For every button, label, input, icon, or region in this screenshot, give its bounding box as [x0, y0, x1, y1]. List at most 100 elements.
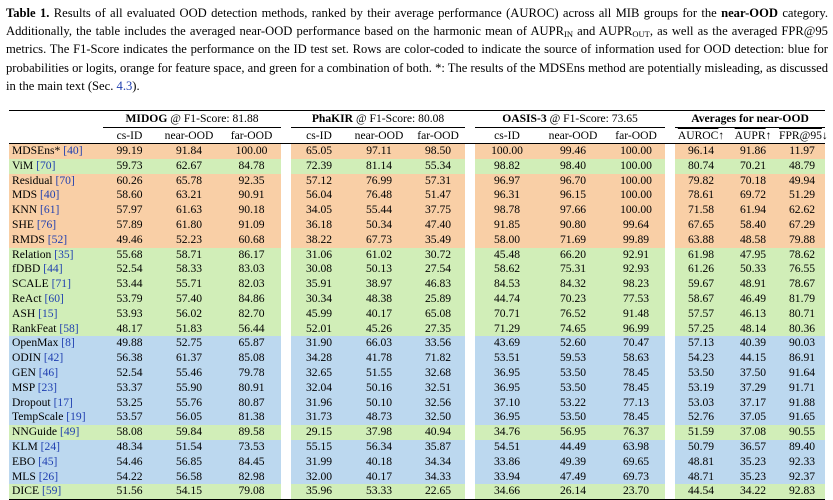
- caption-section-link[interactable]: 4.3: [116, 78, 133, 93]
- value-cell: 82.03: [222, 277, 282, 292]
- citation-link[interactable]: [44]: [43, 262, 63, 276]
- value-cell: 69.72: [727, 188, 780, 204]
- value-cell: 51.55: [347, 365, 412, 381]
- value-cell: 78.45: [607, 365, 666, 381]
- value-cell: 40.17: [347, 306, 412, 322]
- value-cell: 35.91: [291, 277, 348, 292]
- method-name: SCALE [71]: [9, 277, 103, 292]
- citation-link[interactable]: [70]: [55, 173, 75, 187]
- table-row: ODIN [42] 56.38 61.37 85.08 34.28 41.78 71.82 5…: [9, 351, 826, 366]
- value-cell: 35.49: [411, 232, 466, 248]
- value-cell: 46.49: [727, 291, 780, 307]
- citation-link[interactable]: [40]: [40, 188, 60, 202]
- col-cs-id: cs-ID: [291, 127, 348, 144]
- value-cell: 45.99: [291, 306, 348, 322]
- citation-link[interactable]: [19]: [66, 410, 86, 424]
- value-cell: 45.48: [475, 247, 540, 263]
- citation-link[interactable]: [76]: [36, 217, 57, 231]
- arrow-down-icon: ↓: [821, 129, 828, 142]
- value-cell: 36.95: [475, 380, 540, 396]
- value-cell: 100.00: [607, 158, 666, 174]
- citation-link[interactable]: [70]: [36, 158, 56, 172]
- value-cell: 57.25: [675, 321, 728, 337]
- value-cell: 80.74: [675, 158, 728, 174]
- citation-link[interactable]: [35]: [54, 247, 74, 261]
- value-cell: 34.34: [411, 454, 466, 470]
- method-name: NNGuide [49]: [9, 425, 103, 440]
- table-row: KNN [61] 57.97 61.63 90.18 34.05 55.44 37.75 98…: [9, 203, 826, 218]
- value-cell: 32.68: [411, 365, 466, 381]
- citation-link[interactable]: [42]: [43, 351, 64, 365]
- value-cell: 63.98: [607, 439, 666, 455]
- value-cell: 58.08: [103, 425, 156, 440]
- value-cell: 35.23: [727, 454, 780, 470]
- col-cs-id: cs-ID: [103, 127, 156, 144]
- value-cell: 65.08: [411, 306, 466, 322]
- value-cell: 84.86: [222, 291, 282, 307]
- value-cell: 27.35: [411, 321, 466, 337]
- value-cell: 100.00: [475, 142, 540, 159]
- value-cell: 53.37: [103, 380, 156, 396]
- value-cell: 96.70: [539, 173, 608, 189]
- citation-link[interactable]: [24]: [40, 439, 60, 453]
- citation-link[interactable]: [26]: [38, 469, 59, 483]
- citation-link[interactable]: [61]: [40, 203, 60, 217]
- citation-link[interactable]: [23]: [37, 380, 58, 394]
- value-cell: 98.78: [475, 203, 540, 218]
- table-row: GEN [46] 52.54 55.46 79.78 32.65 51.55 32.68 36…: [9, 365, 826, 381]
- value-cell: 55.68: [103, 247, 156, 263]
- value-cell: 38.22: [291, 232, 348, 248]
- citation-link[interactable]: [15]: [38, 306, 58, 320]
- method-name: MSP [23]: [9, 380, 103, 396]
- value-cell: 53.03: [675, 395, 728, 411]
- value-cell: 51.59: [675, 425, 728, 440]
- table-row: TempScale [19] 53.57 56.05 81.38 31.73 48.73 3…: [9, 410, 826, 426]
- table-row: KLM [24] 48.34 51.54 73.53 55.15 56.34 35.87 54…: [9, 439, 826, 455]
- value-cell: 77.13: [607, 395, 666, 411]
- value-cell: 90.18: [222, 203, 282, 218]
- value-cell: 38.97: [347, 277, 412, 292]
- method-name: MLS [26]: [9, 469, 103, 485]
- value-cell: 62.62: [779, 203, 826, 218]
- value-cell: 96.97: [475, 173, 540, 189]
- value-cell: 91.65: [779, 410, 826, 426]
- table-label: Table 1.: [6, 6, 50, 20]
- value-cell: 90.55: [779, 425, 826, 440]
- citation-link[interactable]: [46]: [38, 365, 59, 379]
- value-cell: 52.76: [675, 410, 728, 426]
- value-cell: 91.71: [779, 380, 826, 396]
- value-cell: 98.40: [539, 158, 608, 174]
- value-cell: 85.08: [222, 351, 282, 366]
- value-cell: 80.87: [222, 395, 282, 411]
- value-cell: 40.94: [411, 425, 466, 440]
- citation-link[interactable]: [52]: [47, 232, 68, 246]
- method-name: ASH [15]: [9, 306, 103, 322]
- caption-text-2: category. Additionally, the table includ…: [6, 6, 828, 39]
- method-name: Dropout [17]: [9, 395, 103, 411]
- col-far-ood: far-OOD: [222, 127, 282, 144]
- value-cell: 56.85: [156, 454, 222, 470]
- value-cell: 65.87: [222, 336, 282, 352]
- citation-link[interactable]: [58]: [59, 321, 79, 335]
- value-cell: 44.54: [675, 484, 728, 500]
- citation-link[interactable]: [59]: [41, 484, 62, 498]
- citation-link[interactable]: [17]: [53, 395, 73, 409]
- value-cell: 34.76: [475, 425, 540, 440]
- citation-link[interactable]: [45]: [38, 454, 58, 468]
- citation-link[interactable]: [40]: [63, 144, 83, 157]
- value-cell: 58.71: [156, 247, 222, 263]
- value-cell: 92.37: [779, 469, 826, 485]
- citation-link[interactable]: [71]: [51, 277, 71, 291]
- value-cell: 90.03: [779, 336, 826, 352]
- citation-link[interactable]: [8]: [61, 336, 75, 350]
- value-cell: 67.73: [347, 232, 412, 248]
- value-cell: 48.79: [779, 158, 826, 174]
- method-name: fDBD [44]: [9, 262, 103, 278]
- method-name: Residual [70]: [9, 173, 103, 189]
- value-cell: 98.82: [475, 158, 540, 174]
- value-cell: 92.35: [222, 173, 282, 189]
- citation-link[interactable]: [49]: [60, 425, 80, 439]
- citation-link[interactable]: [60]: [44, 291, 64, 305]
- value-cell: 92.93: [607, 262, 666, 278]
- value-cell: 78.45: [607, 410, 666, 426]
